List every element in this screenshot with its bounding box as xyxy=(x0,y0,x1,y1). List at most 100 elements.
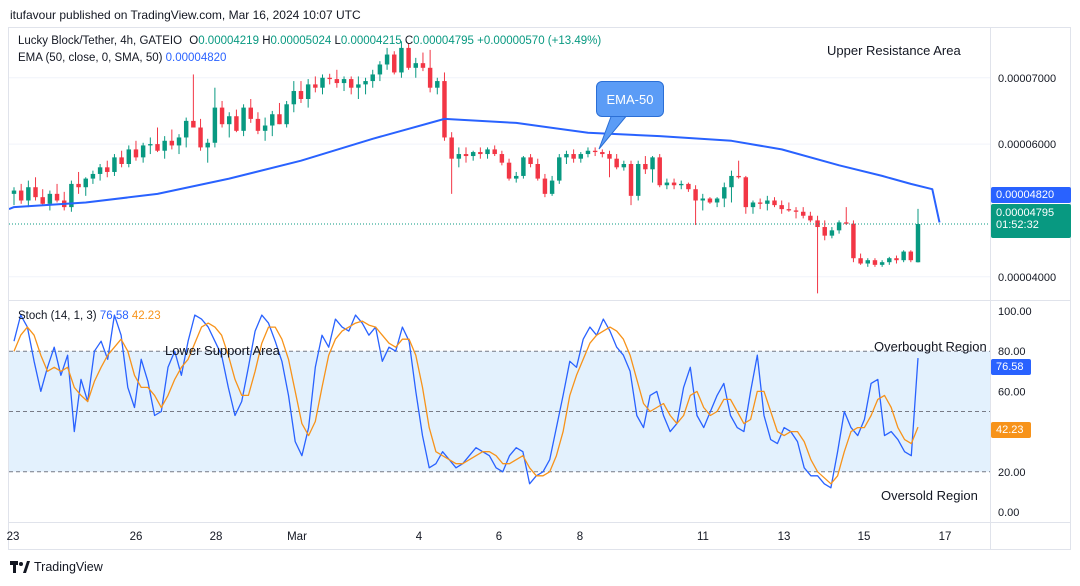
candle-body xyxy=(578,154,584,159)
stoch-legend-label: Stoch (14, 1, 3) xyxy=(18,310,97,322)
stoch-axis-label: 0.00 xyxy=(998,507,1019,519)
candle-body xyxy=(112,157,117,172)
candle-body xyxy=(872,260,878,265)
candle-body xyxy=(585,150,591,155)
candle-body xyxy=(198,127,203,148)
candle-body xyxy=(262,125,268,131)
candle-body xyxy=(313,84,318,88)
candle-body xyxy=(779,205,784,210)
pane-separator[interactable] xyxy=(8,300,1071,301)
candle-body xyxy=(729,175,734,188)
tradingview-logo[interactable]: TradingView xyxy=(10,560,103,574)
ema-layer xyxy=(9,117,990,225)
candle-body xyxy=(155,144,160,151)
candle-body xyxy=(492,149,497,155)
ema-legend[interactable]: EMA (50, close, 0, SMA, 50) 0.00004820 xyxy=(18,52,226,64)
candle-body xyxy=(757,202,763,204)
candle-body xyxy=(284,104,289,125)
candle-body xyxy=(836,222,842,231)
time-axis-label: 15 xyxy=(858,531,871,543)
candle-body xyxy=(384,54,390,65)
candle-body xyxy=(722,187,727,199)
candle-body xyxy=(549,180,555,194)
candle-body xyxy=(686,183,691,190)
candle-body xyxy=(248,107,253,119)
candle-body xyxy=(499,154,505,163)
candle-body xyxy=(793,210,799,212)
symbol-legend[interactable]: Lucky Block/Tether, 4h, GATEIO O0.000042… xyxy=(18,35,601,47)
candle-body xyxy=(635,164,641,196)
candle-body xyxy=(564,154,569,158)
candle-body xyxy=(363,81,368,85)
candle-body xyxy=(901,251,906,261)
candle-body xyxy=(126,149,132,164)
candle-body xyxy=(542,178,548,194)
candle-body xyxy=(887,258,892,263)
candle-body xyxy=(334,79,340,84)
candle-body xyxy=(348,79,354,88)
tradingview-icon xyxy=(10,561,30,573)
candle-body xyxy=(227,116,232,125)
ema-50-line xyxy=(9,117,941,223)
candle-body xyxy=(513,175,519,179)
time-axis-label: 11 xyxy=(697,531,709,543)
candle-body xyxy=(241,107,246,131)
stoch-axis-label: 80.00 xyxy=(998,346,1026,358)
stoch-d-value: 42.23 xyxy=(131,310,161,322)
candle-body xyxy=(628,164,634,196)
candle-body xyxy=(90,173,96,179)
candle-body xyxy=(714,198,720,203)
stoch-d-line xyxy=(13,320,919,485)
time-axis-label: 17 xyxy=(939,531,952,543)
stoch-lines xyxy=(13,314,919,489)
candle-body xyxy=(707,198,713,203)
candle-body xyxy=(442,81,447,138)
candle-body xyxy=(657,157,662,186)
low-label: L xyxy=(334,35,341,47)
stoch-legend[interactable]: Stoch (14, 1, 3) 76.58 42.23 xyxy=(18,310,161,322)
candle-body xyxy=(420,63,426,68)
price-gridlines xyxy=(9,77,990,278)
candle-body xyxy=(528,157,533,164)
candle-body xyxy=(858,258,863,264)
open-label: O xyxy=(189,35,199,47)
candle-body xyxy=(736,175,741,178)
stoch-k-value: 76.58 xyxy=(99,310,129,322)
candle-body xyxy=(370,74,375,82)
open-value: 0.00004219 xyxy=(198,35,259,47)
time-axis-label: 4 xyxy=(416,531,423,543)
candle-body xyxy=(26,187,31,201)
candle-body xyxy=(54,193,60,201)
candle-body xyxy=(521,157,526,176)
time-axis-separator xyxy=(8,522,1071,523)
candle-body xyxy=(449,137,454,159)
stoch-axis-label: 20.00 xyxy=(998,467,1026,479)
time-axis-label: 26 xyxy=(130,531,143,543)
candle-body xyxy=(470,152,476,157)
candle-body xyxy=(11,190,17,194)
candle-body xyxy=(456,154,462,159)
candle-body xyxy=(808,215,813,221)
countdown-value: 01:52:32 xyxy=(996,219,1039,231)
candle-body xyxy=(119,157,124,164)
candle-body xyxy=(140,145,146,158)
stoch-axis-label: 60.00 xyxy=(998,386,1026,398)
candle-body xyxy=(786,209,792,211)
candle-body xyxy=(76,183,81,188)
candle-body xyxy=(255,118,261,131)
candle-body xyxy=(33,187,38,198)
time-axis-label: 28 xyxy=(210,531,223,543)
candle-body xyxy=(865,260,871,264)
candle-body xyxy=(800,211,806,216)
candle-body xyxy=(664,182,670,186)
candle-body xyxy=(212,107,218,143)
candle-body xyxy=(191,120,196,128)
candle-body xyxy=(535,164,540,179)
candle-body xyxy=(69,183,74,208)
time-axis-label: 23 xyxy=(7,531,20,543)
candle-body xyxy=(291,91,297,105)
candle-body xyxy=(693,189,698,201)
candle-body xyxy=(105,167,110,172)
candle-body xyxy=(844,222,849,224)
